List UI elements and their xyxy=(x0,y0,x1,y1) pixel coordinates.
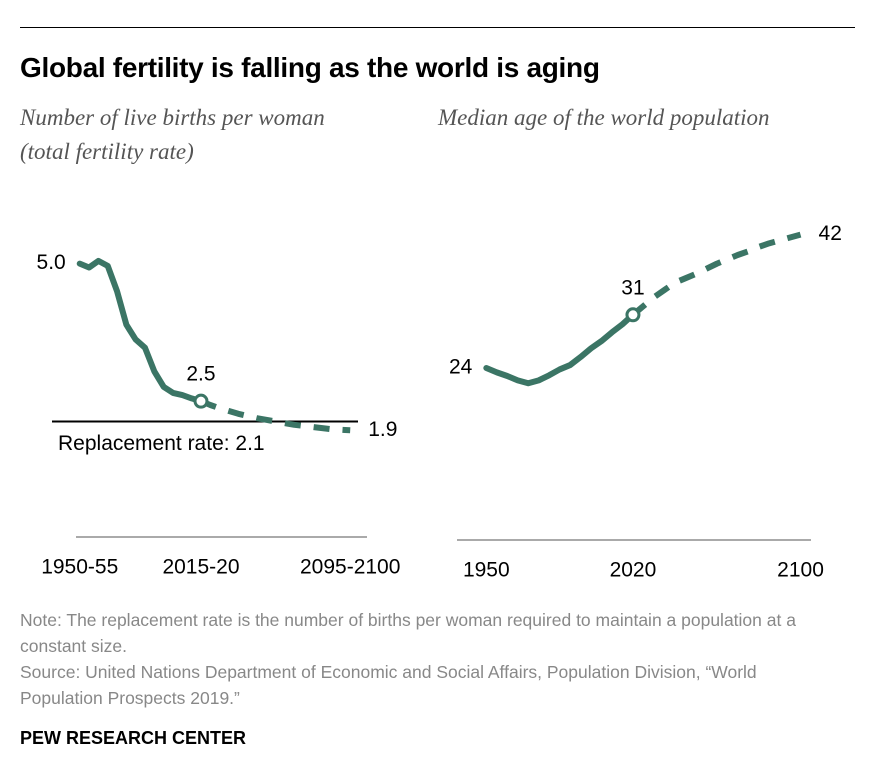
source: Source: United Nations Department of Eco… xyxy=(20,662,757,708)
subtitle: Median age of the world population xyxy=(438,105,770,130)
note: Note: The replacement rate is the number… xyxy=(20,610,796,656)
data-label: 5.0 xyxy=(37,251,66,274)
x-tick-label: 2100 xyxy=(777,559,824,582)
data-label: 2.5 xyxy=(186,363,215,386)
data-line xyxy=(483,311,636,387)
data-line xyxy=(631,231,802,318)
title: Global fertility is falling as the world… xyxy=(20,52,600,83)
data-label: 1.9 xyxy=(368,418,397,441)
x-tick-label: 2020 xyxy=(610,559,657,582)
x-tick-label: 1950 xyxy=(463,559,510,582)
data-line xyxy=(76,257,204,405)
x-tick-label: 2095-2100 xyxy=(300,556,400,579)
subtitle: Number of live births per woman (total f… xyxy=(20,105,325,164)
data-line xyxy=(199,398,351,434)
x-tick-label: 2015-20 xyxy=(162,556,239,579)
data-label: 31 xyxy=(621,276,644,299)
point-marker xyxy=(625,307,641,323)
top-rule xyxy=(20,27,855,28)
x-tick-label: 1950-55 xyxy=(41,556,118,579)
data-label: 24 xyxy=(449,356,473,379)
reference-label: Replacement rate: 2.1 xyxy=(58,432,265,455)
brand: PEW RESEARCH CENTER xyxy=(20,728,247,748)
point-marker xyxy=(193,393,209,409)
data-label: 42 xyxy=(819,222,842,245)
